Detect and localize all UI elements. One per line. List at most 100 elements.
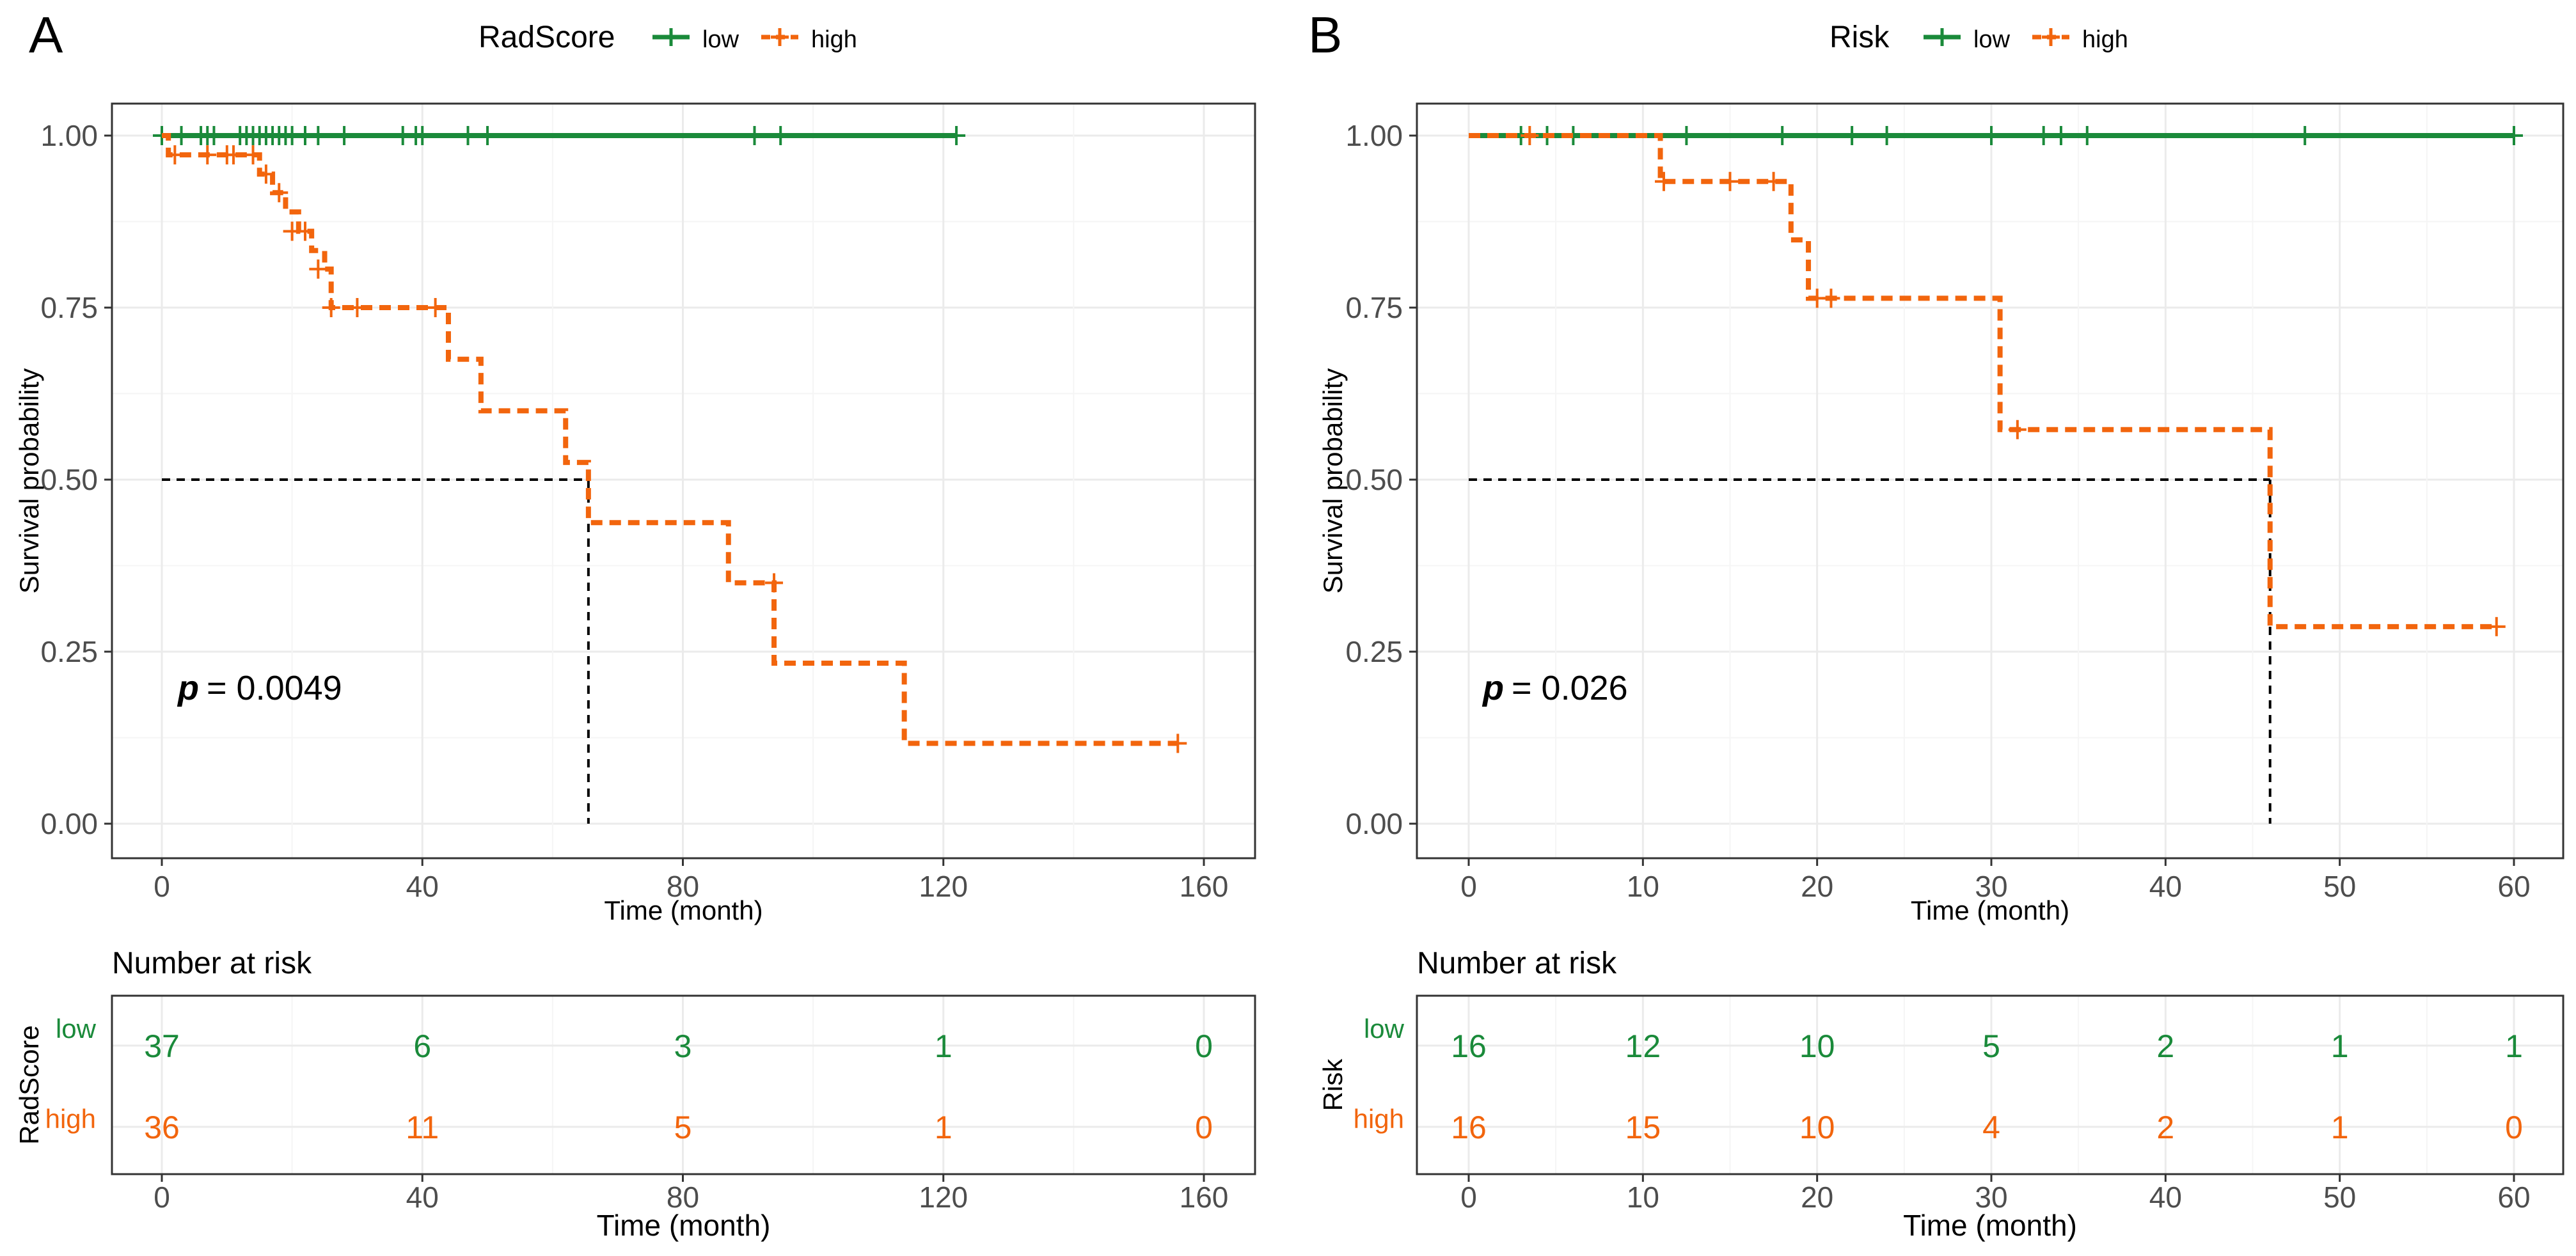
x-axis-title: Time (month) bbox=[1911, 895, 2069, 925]
x-tick-label: 60 bbox=[2497, 870, 2530, 903]
risk-count-high: 2 bbox=[2156, 1110, 2174, 1145]
censor-mark-low bbox=[2034, 126, 2053, 145]
risk-row-label-high: high bbox=[45, 1104, 96, 1134]
censor-mark-high bbox=[198, 145, 217, 165]
y-axis-title: Survival probability bbox=[1318, 368, 1348, 594]
legend-label-low: low bbox=[702, 26, 739, 53]
x-tick-label: 30 bbox=[1975, 870, 2007, 903]
risk-table-title: Number at risk bbox=[1417, 946, 1617, 980]
risk-y-axis-title: RadScore bbox=[14, 1025, 44, 1145]
censor-mark-high bbox=[257, 164, 275, 184]
censor-mark-low bbox=[2078, 126, 2096, 145]
risk-x-tick-label: 30 bbox=[1975, 1181, 2007, 1214]
censor-mark-low bbox=[1877, 126, 1896, 145]
y-tick-label: 0.75 bbox=[40, 291, 98, 324]
censor-mark-low bbox=[478, 126, 497, 145]
y-tick-label: 0.75 bbox=[1345, 291, 1403, 324]
p-value-text: p = 0.0049 bbox=[177, 669, 342, 707]
censor-mark-low bbox=[1843, 126, 1861, 145]
censor-mark-low bbox=[947, 126, 966, 145]
legend-title: RadScore bbox=[478, 20, 615, 54]
risk-count-high: 36 bbox=[144, 1110, 180, 1145]
legend-key-low bbox=[1924, 28, 1961, 46]
risk-count-low: 1 bbox=[2331, 1028, 2349, 1064]
p-value-text: p = 0.026 bbox=[1482, 669, 1628, 707]
risk-row-label-low: low bbox=[56, 1014, 97, 1044]
panel-letter: B bbox=[1308, 6, 1342, 63]
censor-mark-low bbox=[1982, 126, 2000, 145]
risk-x-tick-label: 50 bbox=[2323, 1181, 2356, 1214]
censor-mark-low bbox=[1773, 126, 1792, 145]
legend-key-high bbox=[761, 28, 798, 46]
censor-mark-low bbox=[335, 126, 354, 145]
censor-mark-low bbox=[745, 126, 764, 145]
censor-mark-high bbox=[426, 298, 445, 317]
censor-mark-high bbox=[322, 298, 340, 317]
censor-mark-high bbox=[1822, 288, 1840, 308]
legend-label-high: high bbox=[811, 26, 857, 53]
risk-count-low: 5 bbox=[1982, 1028, 2000, 1064]
p-symbol: p bbox=[1482, 669, 1504, 707]
risk-table-frame bbox=[1416, 994, 2564, 1175]
risk-x-tick-label: 0 bbox=[1460, 1181, 1477, 1214]
risk-x-tick-label: 40 bbox=[2149, 1181, 2182, 1214]
risk-x-tick-label: 40 bbox=[406, 1181, 439, 1214]
risk-x-axis-title: Time (month) bbox=[1903, 1209, 2077, 1242]
x-tick-label: 120 bbox=[919, 870, 968, 903]
x-tick-label: 80 bbox=[667, 870, 699, 903]
risk-count-low: 12 bbox=[1625, 1028, 1661, 1064]
censor-mark-high bbox=[244, 145, 262, 165]
risk-count-high: 16 bbox=[1451, 1110, 1487, 1145]
legend-label-high: high bbox=[2082, 26, 2128, 53]
risk-y-axis-title: Risk bbox=[1318, 1058, 1348, 1111]
censor-mark-low bbox=[413, 126, 432, 145]
x-tick-label: 40 bbox=[406, 870, 439, 903]
censor-mark-high bbox=[270, 183, 288, 203]
y-tick-label: 0.00 bbox=[40, 807, 98, 840]
risk-count-high: 4 bbox=[1982, 1110, 2000, 1145]
risk-x-tick-label: 10 bbox=[1627, 1181, 1659, 1214]
x-tick-label: 160 bbox=[1180, 870, 1229, 903]
risk-x-tick-label: 20 bbox=[1801, 1181, 1833, 1214]
censor-mark-high bbox=[2487, 616, 2506, 636]
risk-count-low: 3 bbox=[674, 1028, 692, 1064]
plot-frame bbox=[1416, 102, 2564, 860]
censor-mark-high bbox=[296, 221, 314, 241]
censor-mark-high bbox=[765, 573, 784, 593]
legend-key-high bbox=[2032, 28, 2069, 46]
risk-count-low: 0 bbox=[1195, 1028, 1213, 1064]
censor-mark-high bbox=[309, 259, 328, 279]
risk-count-high: 0 bbox=[2505, 1110, 2523, 1145]
legend-key-low bbox=[652, 28, 690, 46]
risk-count-low: 10 bbox=[1799, 1028, 1835, 1064]
risk-count-high: 1 bbox=[2331, 1110, 2349, 1145]
p-value: = 0.026 bbox=[1512, 669, 1628, 707]
y-tick-label: 0.25 bbox=[40, 635, 98, 668]
risk-count-high: 15 bbox=[1625, 1110, 1661, 1145]
y-tick-label: 0.00 bbox=[1345, 807, 1403, 840]
censor-mark-high bbox=[1521, 126, 1539, 145]
censor-mark-high bbox=[2008, 420, 2027, 439]
panel-letter: A bbox=[29, 6, 63, 63]
risk-count-high: 5 bbox=[674, 1110, 692, 1145]
risk-table-background bbox=[1417, 996, 2563, 1174]
risk-count-high: 0 bbox=[1195, 1110, 1213, 1145]
risk-x-tick-label: 0 bbox=[154, 1181, 170, 1214]
risk-count-high: 10 bbox=[1799, 1110, 1835, 1145]
p-value: = 0.0049 bbox=[207, 669, 342, 707]
censor-mark-low bbox=[309, 126, 328, 145]
censor-mark-high bbox=[1764, 171, 1783, 191]
legend-title: Risk bbox=[1829, 20, 1890, 54]
risk-count-low: 2 bbox=[2156, 1028, 2174, 1064]
x-tick-label: 10 bbox=[1627, 870, 1659, 903]
censor-mark-high bbox=[166, 145, 184, 165]
risk-x-tick-label: 120 bbox=[919, 1181, 968, 1214]
censor-mark-high bbox=[1721, 171, 1739, 191]
x-tick-label: 0 bbox=[154, 870, 170, 903]
risk-count-high: 11 bbox=[406, 1110, 439, 1145]
censor-mark-high bbox=[1655, 171, 1673, 191]
risk-count-low: 1 bbox=[2505, 1028, 2523, 1064]
risk-count-high: 1 bbox=[935, 1110, 952, 1145]
risk-count-low: 16 bbox=[1451, 1028, 1487, 1064]
